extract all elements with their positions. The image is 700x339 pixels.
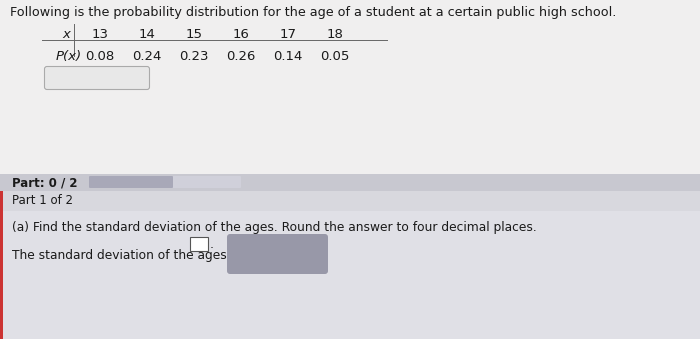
Bar (0, 191, 700, 211)
Text: x: x (62, 28, 70, 41)
Text: 13: 13 (92, 28, 108, 41)
Text: 17: 17 (279, 28, 297, 41)
Text: Part: 0 / 2: Part: 0 / 2 (12, 176, 78, 189)
Text: 0.05: 0.05 (321, 50, 350, 63)
Bar (190, 237, 208, 251)
Text: Part 1 of 2: Part 1 of 2 (12, 195, 73, 207)
Text: ↺: ↺ (291, 245, 305, 263)
Text: 0.23: 0.23 (179, 50, 209, 63)
Text: 15: 15 (186, 28, 202, 41)
Text: The standard deviation of the ages is: The standard deviation of the ages is (12, 249, 241, 262)
Text: P(x): P(x) (56, 50, 82, 63)
Text: 0.24: 0.24 (132, 50, 162, 63)
Text: 14: 14 (139, 28, 155, 41)
Text: .: . (210, 238, 214, 251)
Text: Following is the probability distribution for the age of a student at a certain : Following is the probability distributio… (10, 6, 617, 19)
Bar (0, 0, 700, 174)
Text: 0.26: 0.26 (226, 50, 255, 63)
Bar (0, 211, 700, 339)
Text: Send data to Excel: Send data to Excel (50, 73, 144, 83)
Text: 0.14: 0.14 (273, 50, 302, 63)
FancyBboxPatch shape (89, 176, 241, 188)
Bar (0, 174, 700, 191)
FancyBboxPatch shape (89, 176, 173, 188)
Text: 16: 16 (232, 28, 249, 41)
Text: X: X (258, 247, 268, 261)
FancyBboxPatch shape (45, 66, 150, 89)
Bar (0, 191, 3, 339)
Text: (a) Find the standard deviation of the ages. Round the answer to four decimal pl: (a) Find the standard deviation of the a… (12, 221, 537, 234)
FancyBboxPatch shape (227, 234, 328, 274)
Text: 0.08: 0.08 (85, 50, 115, 63)
Text: 18: 18 (327, 28, 344, 41)
